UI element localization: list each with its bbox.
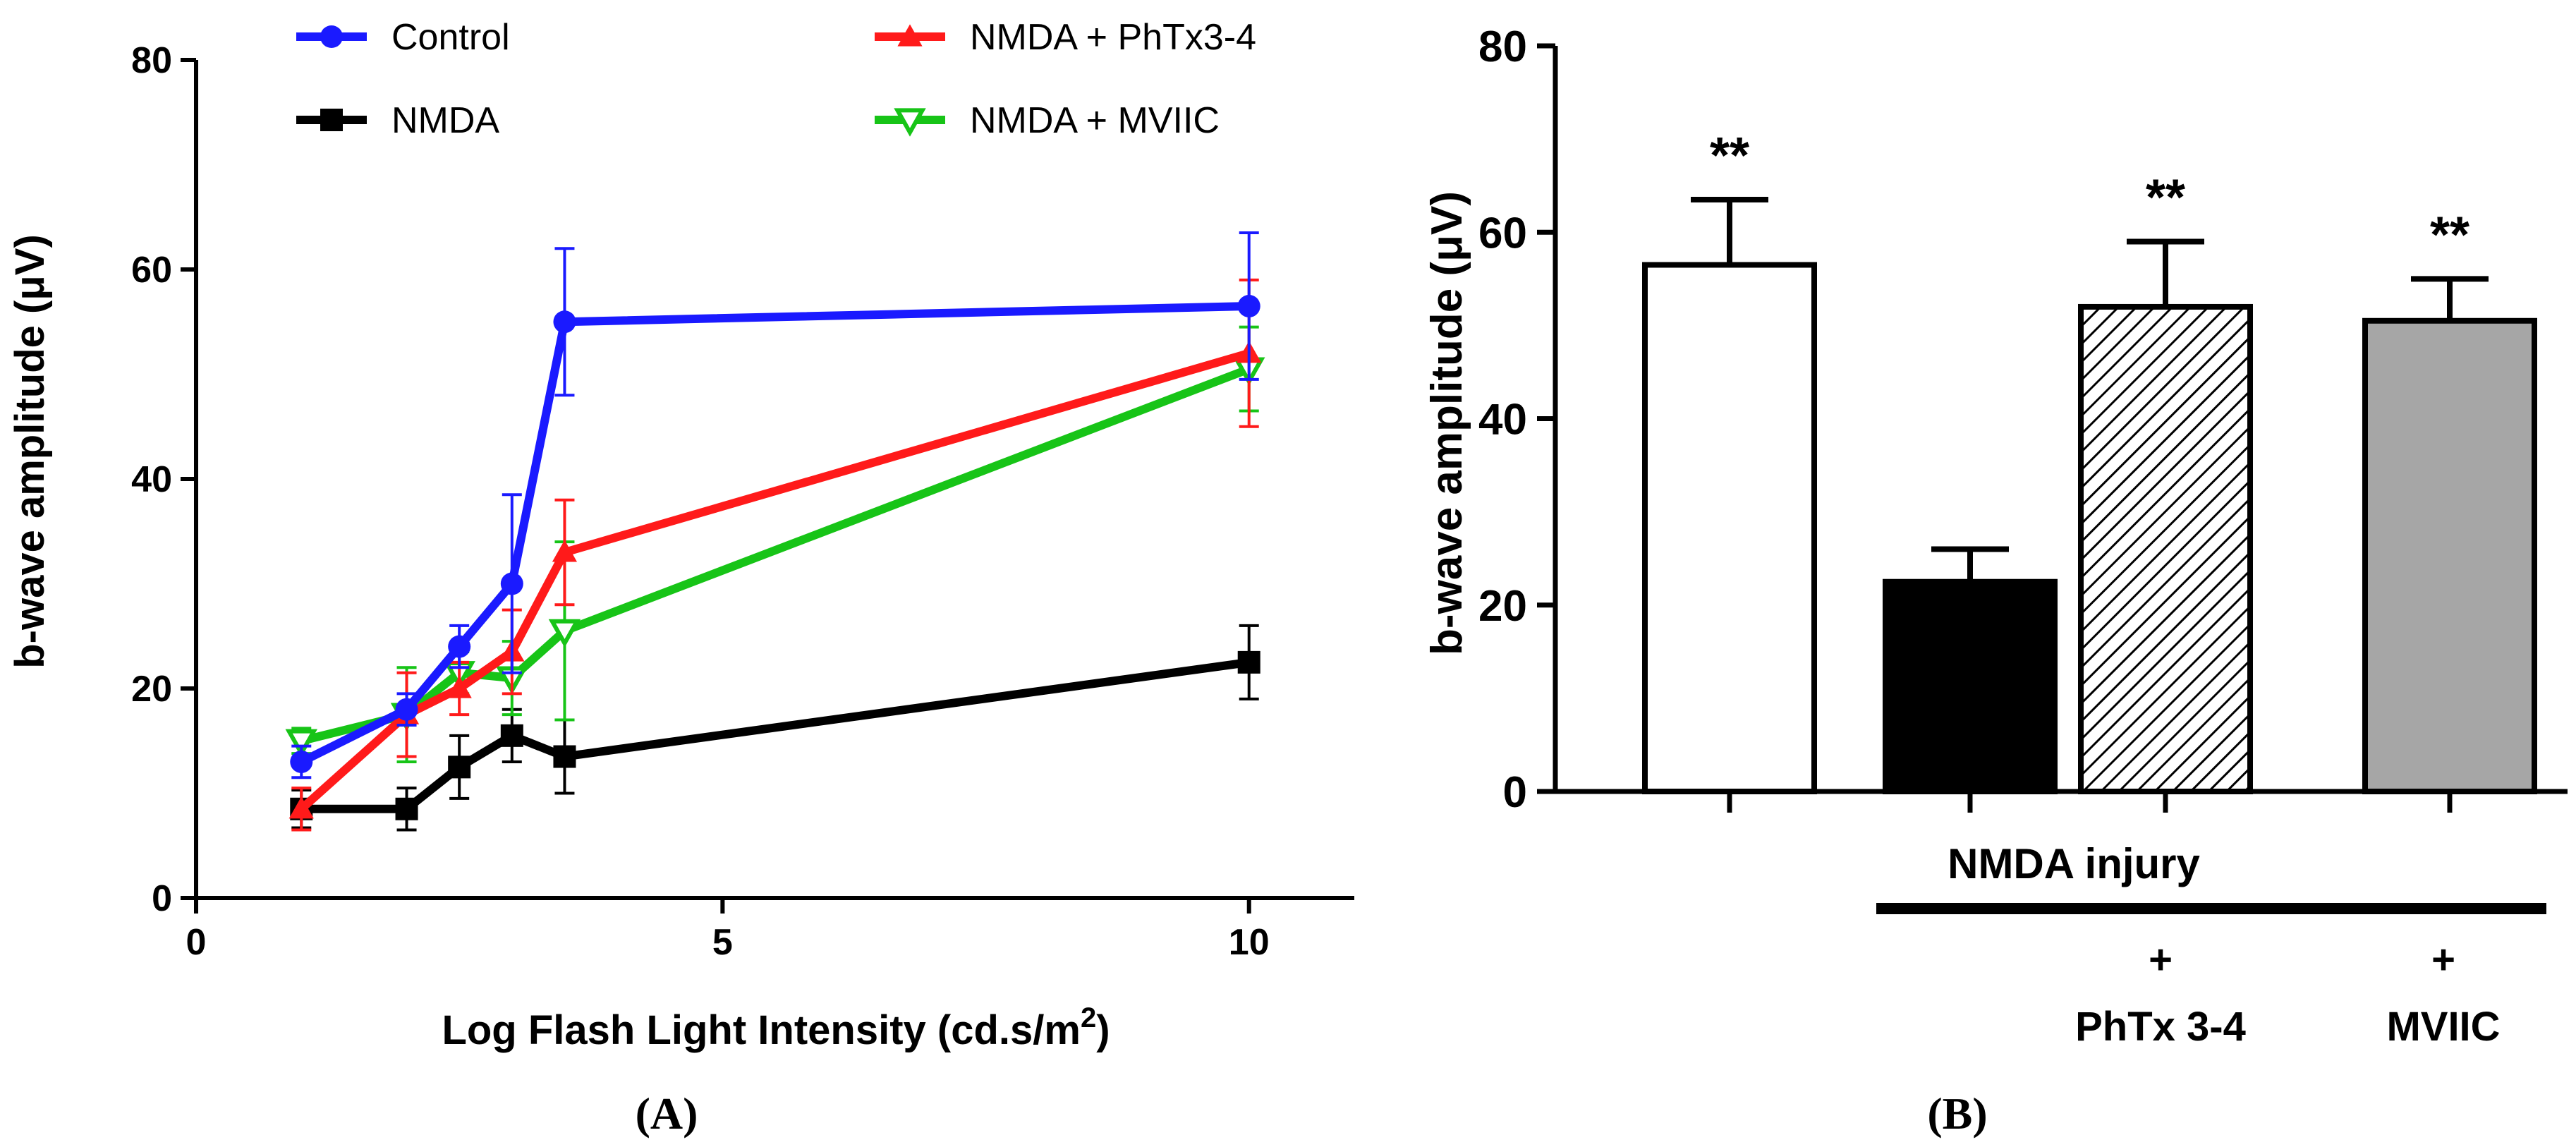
legend-entry-nmda-mviic: NMDA + MVIIC bbox=[875, 100, 1220, 141]
series-line-control bbox=[299, 301, 1249, 766]
legend-marker-nmda bbox=[320, 109, 343, 131]
panel-a-x-tick-label: 10 bbox=[1229, 922, 1270, 963]
data-point-control bbox=[448, 635, 471, 658]
panel-a-x-axis-title: Log Flash Light Intensity (cd.s/m2) bbox=[442, 1002, 1110, 1053]
legend-label: NMDA bbox=[391, 100, 499, 141]
data-point-nmda-phtx3-4 bbox=[552, 540, 578, 562]
legend-entry-nmda: NMDA bbox=[296, 100, 499, 141]
data-point-nmda-mviic bbox=[548, 619, 581, 648]
bar-group-nmda-mviic: ** bbox=[2362, 207, 2537, 813]
legend-label: Control bbox=[391, 17, 510, 58]
data-point-control bbox=[290, 750, 313, 773]
panel-a-axes: 0 20 40 60 80 0 5 10 bbox=[131, 40, 1354, 963]
panel-b-y-tick-label: 20 bbox=[1478, 582, 1527, 631]
panel-b-y-tick-label: 40 bbox=[1478, 396, 1527, 444]
panel-a-y-tick-label: 60 bbox=[131, 250, 172, 291]
mviic-treatment-label: MVIIC bbox=[2386, 1004, 2500, 1050]
bar-nmda-mviic bbox=[2362, 317, 2537, 794]
series-nmda-phtx3-4 bbox=[288, 278, 1262, 832]
data-point-nmda bbox=[500, 724, 523, 747]
panel-b-y-tick-label: 60 bbox=[1478, 209, 1527, 257]
panel-a-series bbox=[285, 231, 1265, 832]
series-control bbox=[290, 231, 1260, 779]
panel-a-y-tick-label: 40 bbox=[131, 459, 172, 500]
data-point-control bbox=[395, 698, 418, 721]
data-point-control bbox=[553, 310, 576, 334]
significance-marker: ** bbox=[2430, 207, 2469, 263]
bar-chart-panel-b: 0 20 40 60 80 ** ** ** b-wave amplitude (μV) N… bbox=[1423, 23, 2568, 1139]
nmda-injury-label: NMDA injury bbox=[1948, 840, 2200, 887]
mviic-plus-sign: + bbox=[2431, 937, 2455, 983]
significance-marker: ** bbox=[1710, 128, 1749, 184]
panel-a-y-tick-label: 80 bbox=[131, 40, 172, 81]
panel-a-x-tick-label: 5 bbox=[712, 922, 733, 963]
panel-a-y-axis-title: b-wave amplitude (μV) bbox=[7, 234, 53, 669]
phtx-treatment-label: PhTx 3-4 bbox=[2075, 1004, 2246, 1050]
panel-a-y-tick-label: 20 bbox=[131, 669, 172, 710]
legend-marker-nmda-mviic bbox=[894, 108, 926, 137]
line-chart-panel-a: 0 20 40 60 80 0 5 10 Control NMDA NMDA + PhTx3-4 N… bbox=[7, 17, 1354, 1139]
data-point-nmda-phtx3-4 bbox=[446, 676, 472, 698]
legend-label: NMDA + MVIIC bbox=[970, 100, 1220, 141]
panel-b-axes: 0 20 40 60 80 bbox=[1478, 23, 2568, 817]
data-point-nmda bbox=[395, 797, 418, 820]
panel-b-bars: ** ** ** bbox=[1642, 128, 2537, 813]
significance-marker: ** bbox=[2146, 169, 2185, 226]
panel-a-y-tick-label: 0 bbox=[152, 878, 172, 919]
bar-group-nmda-phtx-3-4: ** bbox=[2078, 169, 2253, 813]
bar-group-control: ** bbox=[1642, 128, 1817, 813]
series-nmda bbox=[290, 624, 1260, 832]
legend-label: NMDA + PhTx3-4 bbox=[970, 17, 1256, 58]
data-point-control bbox=[1237, 294, 1260, 317]
legend-marker-nmda-phtx3-4 bbox=[897, 24, 923, 47]
bar-nmda bbox=[1883, 578, 2058, 794]
panel-b-y-tick-label: 80 bbox=[1478, 23, 1527, 71]
panel-a-legend: Control NMDA NMDA + PhTx3-4 NMDA + MVIIC bbox=[296, 17, 1256, 141]
data-point-nmda-phtx3-4 bbox=[288, 796, 314, 819]
data-point-nmda bbox=[448, 755, 471, 779]
legend-marker-control bbox=[320, 25, 343, 48]
data-point-control bbox=[500, 572, 523, 595]
data-point-nmda bbox=[1237, 650, 1260, 674]
data-point-nmda bbox=[553, 745, 576, 768]
panel-b-label: (B) bbox=[1927, 1088, 1987, 1139]
data-point-nmda-mviic bbox=[285, 729, 318, 758]
panel-b-y-axis-title: b-wave amplitude (μV) bbox=[1423, 191, 1471, 655]
bar-control bbox=[1642, 262, 1817, 794]
series-line-nmda bbox=[301, 657, 1250, 813]
panel-b-y-tick-label: 0 bbox=[1503, 768, 1527, 817]
legend-entry-control: Control bbox=[296, 17, 510, 58]
series-line-nmda-phtx3-4 bbox=[298, 349, 1251, 813]
legend-entry-nmda-phtx3-4: NMDA + PhTx3-4 bbox=[875, 17, 1256, 58]
panel-a-x-tick-label: 0 bbox=[186, 922, 207, 963]
bar-nmda-phtx-3-4 bbox=[2078, 303, 2253, 794]
bar-group-nmda bbox=[1883, 546, 2058, 813]
panel-a-label: (A) bbox=[636, 1088, 698, 1139]
phtx-plus-sign: + bbox=[2149, 937, 2173, 983]
